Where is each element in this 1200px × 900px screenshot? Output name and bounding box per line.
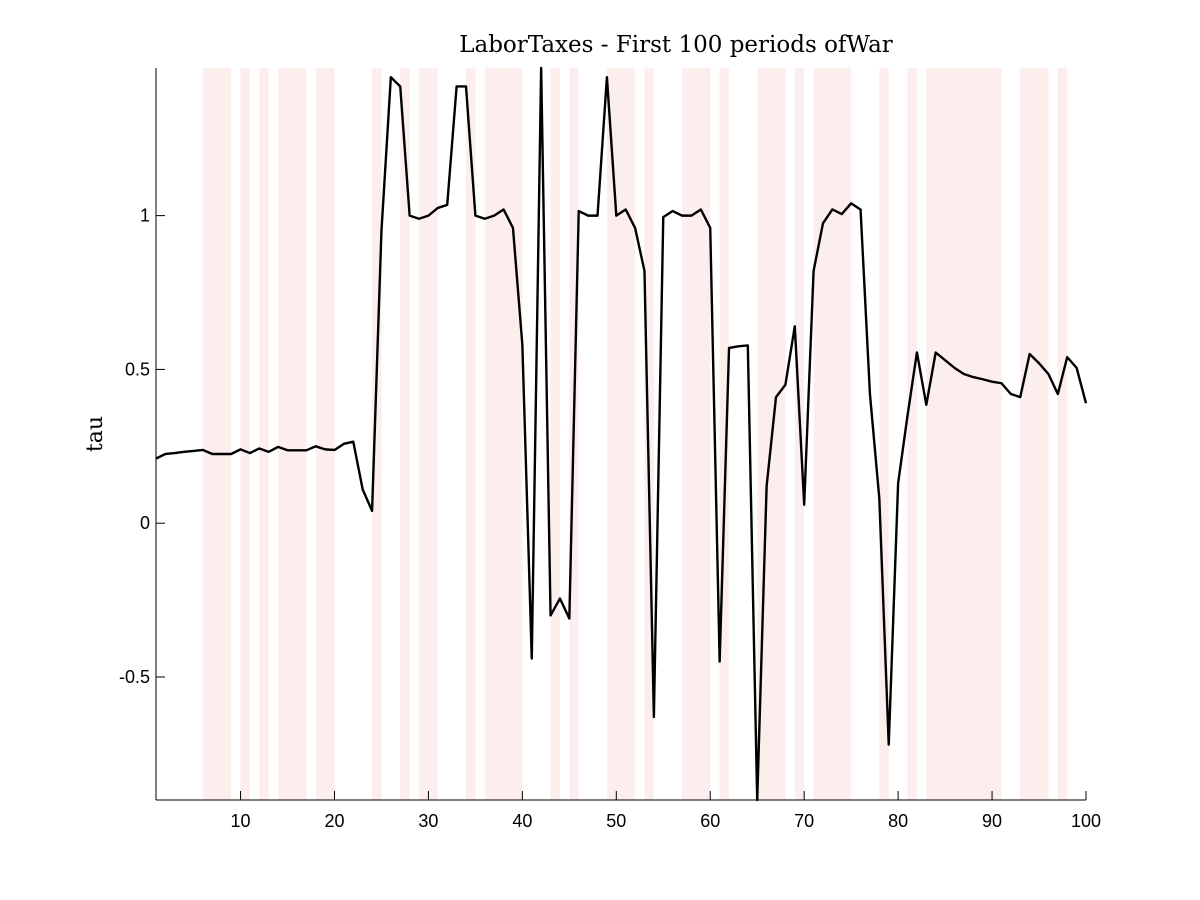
y-axis-label: tau [83, 416, 108, 452]
war-period-band [466, 68, 476, 800]
chart-title: LaborTaxes - First 100 periods ofWar [459, 32, 893, 58]
y-tick-label: 1 [140, 206, 150, 226]
war-period-band [240, 68, 250, 800]
war-period-band [606, 68, 636, 800]
war-period-shading [202, 68, 1068, 800]
y-tick-label: 0 [140, 513, 150, 533]
war-period-band [1020, 68, 1049, 800]
series-line-group [155, 66, 1088, 802]
x-tick-label: 30 [418, 811, 438, 831]
war-period-band [202, 68, 232, 800]
war-period-band [926, 68, 1002, 800]
war-period-band [719, 68, 730, 800]
war-period-band [259, 68, 269, 800]
x-tick-label: 50 [606, 811, 626, 831]
war-period-band [879, 68, 889, 800]
war-period-band [400, 68, 410, 800]
war-period-band [550, 68, 560, 800]
war-period-band [682, 68, 711, 800]
y-tick-label: 0.5 [125, 359, 150, 379]
war-period-band [484, 68, 523, 800]
war-period-band [315, 68, 335, 800]
x-tick-label: 10 [231, 811, 251, 831]
war-period-band [644, 68, 654, 800]
ticks: 10 20 30 40 50 60 70 80 90 100 -0.5 0 0.5 1 [119, 206, 1101, 831]
war-period-band [813, 68, 852, 800]
x-tick-label: 80 [888, 811, 908, 831]
x-tick-label: 70 [794, 811, 814, 831]
x-tick-label: 60 [700, 811, 720, 831]
war-period-band [278, 68, 307, 800]
series-line [155, 66, 1088, 802]
war-period-band [372, 68, 382, 800]
x-tick-label: 100 [1071, 811, 1101, 831]
x-tick-label: 40 [512, 811, 532, 831]
war-period-band [907, 68, 917, 800]
war-period-band [1057, 68, 1068, 800]
x-tick-label: 20 [324, 811, 344, 831]
x-tick-label: 90 [982, 811, 1002, 831]
war-period-band [419, 68, 438, 800]
axes [155, 68, 1086, 801]
y-tick-label: -0.5 [119, 667, 150, 687]
